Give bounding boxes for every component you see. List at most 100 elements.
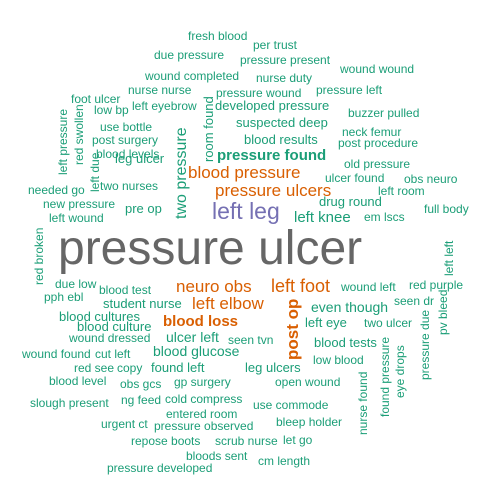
- word-neck-femur: neck femur: [342, 125, 402, 139]
- word-needed-go: needed go: [28, 183, 85, 197]
- word-leg-ulcer: leg ulcer: [115, 151, 165, 166]
- word-leg-ulcers: leg ulcers: [245, 360, 301, 375]
- word-red-broken: red broken: [32, 227, 46, 285]
- word-blood-glucose: blood glucose: [153, 343, 240, 359]
- word-eye-drops: eye drops: [393, 345, 407, 398]
- word-left-elbow: left elbow: [192, 294, 264, 313]
- word-pressure-found: pressure found: [217, 147, 327, 164]
- word-pressure-ulcers: pressure ulcers: [215, 181, 332, 200]
- word-cut-left: cut left: [95, 347, 131, 361]
- word-due-pressure: due pressure: [154, 48, 225, 62]
- word-wound-left: wound left: [341, 280, 396, 294]
- word-left-wound: left wound: [49, 211, 104, 225]
- word-red-see: red see: [74, 361, 115, 375]
- word-pressure-ulcer: pressure ulcer: [58, 222, 363, 275]
- word-cm-length: cm length: [258, 454, 311, 468]
- word-pressure-present: pressure present: [240, 53, 331, 67]
- word-ulcer-found: ulcer found: [325, 171, 385, 185]
- word-neuro-obs: neuro obs: [176, 277, 252, 296]
- word-nurse-found: nurse found: [356, 371, 370, 435]
- word-obs-neuro: obs neuro: [404, 172, 458, 186]
- word-obs-gcs: obs gcs: [120, 377, 162, 391]
- word-left-left: left left: [442, 240, 456, 276]
- word-pressure-due: pressure due: [418, 309, 432, 380]
- word-slough-present: slough present: [30, 396, 109, 410]
- word-buzzer-pulled: buzzer pulled: [348, 106, 420, 120]
- word-repose-boots: repose boots: [131, 434, 201, 448]
- word-due-low: due low: [55, 277, 97, 291]
- word-let-go: let go: [283, 433, 313, 447]
- word-blood-loss: blood loss: [163, 313, 238, 330]
- word-bleep-holder: bleep holder: [276, 415, 343, 429]
- word-pph-ebl: pph ebl: [44, 290, 84, 304]
- word-em-lscs: em lscs: [364, 210, 405, 224]
- word-wound-found: wound found: [22, 347, 91, 361]
- word-post-op: post op: [283, 298, 302, 360]
- word-ulcer-left: ulcer left: [166, 329, 219, 345]
- word-left-eye: left eye: [305, 315, 347, 330]
- word-pressure-developed: pressure developed: [107, 461, 213, 475]
- word-two-ulcer: two ulcer: [364, 316, 413, 330]
- word-full-body: full body: [424, 202, 469, 216]
- word-drug-round: drug round: [319, 194, 382, 209]
- word-blood-levels: blood levels: [96, 147, 160, 161]
- word-scrub-nurse: scrub nurse: [215, 434, 278, 448]
- word-left-leg: left leg: [212, 198, 280, 224]
- word-blood-level: blood level: [49, 374, 107, 388]
- word-blood-tests: blood tests: [314, 335, 377, 350]
- word-two-nurses: two nurses: [100, 179, 159, 193]
- word-foot-ulcer: foot ulcer: [71, 92, 121, 106]
- word-left-foot: left foot: [271, 276, 331, 296]
- word-low-blood: low blood: [313, 353, 364, 367]
- word-cold-compress: cold compress: [165, 392, 243, 406]
- word-red-purple: red purple: [409, 278, 464, 292]
- word-red-swollen: red swollen: [72, 104, 86, 165]
- word-wound-wound: wound wound: [340, 62, 415, 76]
- word-entered-room: entered room: [166, 407, 238, 421]
- word-left-room: left room: [378, 184, 425, 198]
- word-fresh-blood: fresh blood: [188, 29, 248, 43]
- word-wound-dressed: wound dressed: [69, 331, 151, 345]
- word-open-wound: open wound: [275, 375, 341, 389]
- word-left-eyebrow: left eyebrow: [132, 99, 197, 113]
- word-found-pressure: found pressure: [378, 336, 392, 417]
- word-left-due: left due: [88, 152, 102, 192]
- word-pre-op: pre op: [125, 201, 162, 216]
- word-new-pressure: new pressure: [43, 197, 116, 211]
- word-post-surgery: post surgery: [92, 133, 159, 147]
- word-old-pressure: old pressure: [344, 157, 411, 171]
- word-urgent-ct: urgent ct: [101, 417, 148, 431]
- word-seen-tvn: seen tvn: [228, 333, 274, 347]
- word-pressure-observed: pressure observed: [154, 419, 254, 433]
- word-student-nurse: student nurse: [103, 296, 182, 311]
- word-nurse-duty: nurse duty: [256, 71, 313, 85]
- word-use-commode: use commode: [253, 398, 329, 412]
- word-nurse-nurse: nurse nurse: [128, 83, 192, 97]
- word-two-pressure: two pressure: [173, 127, 190, 219]
- word-blood-cultures: blood cultures: [59, 309, 140, 324]
- word-suspected-deep: suspected deep: [236, 115, 328, 130]
- word-post-procedure: post procedure: [338, 136, 419, 150]
- word-gp-surgery: gp surgery: [174, 375, 231, 389]
- word-left-knee: left knee: [294, 209, 351, 226]
- word-room-found: room found: [201, 96, 216, 162]
- word-per-trust: per trust: [253, 38, 298, 52]
- word-left-pressure: left pressure: [56, 108, 70, 175]
- word-found-left: found left: [151, 360, 205, 375]
- word-ng-feed: ng feed: [121, 393, 162, 407]
- word-developed-pressure: developed pressure: [215, 98, 330, 113]
- word-wound-completed: wound completed: [145, 69, 240, 83]
- word-seen-dr: seen dr: [394, 294, 435, 308]
- word-pressure-left: pressure left: [316, 83, 383, 97]
- word-even-though: even though: [311, 299, 389, 315]
- word-blood-test: blood test: [99, 283, 152, 297]
- word-blood-culture: blood culture: [77, 319, 152, 334]
- word-low-bp: low bp: [94, 103, 129, 117]
- word-pressure-wound: pressure wound: [216, 86, 302, 100]
- word-copy: copy: [117, 361, 143, 375]
- word-use-bottle: use bottle: [100, 120, 153, 134]
- word-blood-pressure: blood pressure: [188, 163, 301, 182]
- word-blood-results: blood results: [244, 132, 318, 147]
- word-bloods-sent: bloods sent: [186, 449, 248, 463]
